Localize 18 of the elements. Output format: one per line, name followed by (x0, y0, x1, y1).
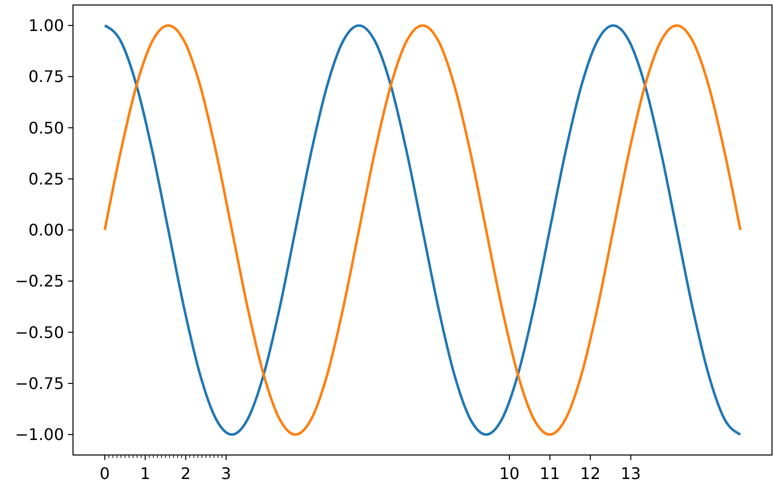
x-tick-label: 10 (499, 464, 520, 483)
x-tick-label: 13 (620, 464, 641, 483)
y-tick-label: 0.00 (28, 220, 64, 240)
y-tick-label: −0.25 (14, 272, 64, 291)
y-tick-label: −0.75 (14, 374, 64, 394)
y-tick-label: 0.25 (28, 169, 64, 188)
x-tick-label: 11 (540, 464, 560, 483)
x-tick-label: 3 (221, 464, 232, 483)
y-tick-label: −1.00 (14, 425, 64, 444)
x-tick-label: 0 (100, 464, 110, 483)
line-series (104, 24, 742, 436)
y-tick-label: 0.50 (28, 118, 64, 138)
x-tick-label: 1 (140, 464, 150, 483)
x-tick-label: 2 (180, 464, 191, 483)
y-tick-label: 0.75 (28, 67, 64, 86)
y-tick-label: −0.50 (14, 322, 64, 342)
x-tick-label: 12 (580, 464, 600, 483)
y-tick-label: 1.00 (28, 16, 64, 36)
